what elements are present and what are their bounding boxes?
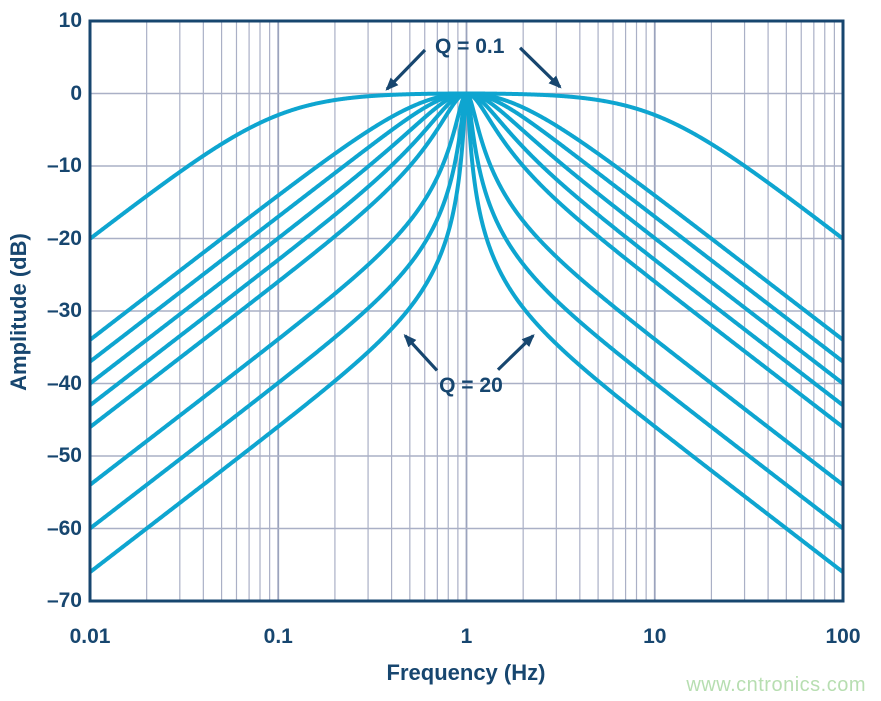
- y-tick-label-10: 10: [58, 9, 82, 32]
- annotation-arrow: [518, 46, 562, 89]
- watermark-text: www.cntronics.com: [686, 674, 866, 696]
- annotation-arrow: [403, 334, 439, 372]
- annotation-arrow: [496, 334, 535, 371]
- y-tick-label-–50: –50: [46, 444, 82, 467]
- y-tick-label-–20: –20: [46, 226, 82, 250]
- x-tick-label-0.1: 0.1: [263, 625, 293, 648]
- y-tick-label-–70: –70: [46, 589, 82, 612]
- curve-q-20: [90, 91, 843, 575]
- x-tick-label-0.01: 0.01: [69, 625, 111, 648]
- response-curves: [90, 91, 843, 575]
- y-tick-label-–10: –10: [46, 154, 82, 177]
- y-tick-label-–30: –30: [46, 299, 82, 322]
- y-tick-label-–60: –60: [46, 516, 82, 540]
- annotation-arrow: [385, 48, 427, 91]
- x-tick-label-100: 100: [825, 625, 861, 648]
- annotation-0: Q = 0.1: [434, 35, 505, 59]
- x-tick-label-10: 10: [643, 625, 667, 648]
- annotation-arrows: [385, 46, 562, 372]
- y-tick-label-–40: –40: [46, 371, 82, 395]
- annotation-1: Q = 20: [439, 373, 503, 397]
- y-tick-label-0: 0: [70, 81, 82, 105]
- x-tick-label-1: 1: [460, 625, 473, 648]
- x-axis-title: Frequency (Hz): [386, 660, 546, 685]
- plot-border: [88, 19, 845, 603]
